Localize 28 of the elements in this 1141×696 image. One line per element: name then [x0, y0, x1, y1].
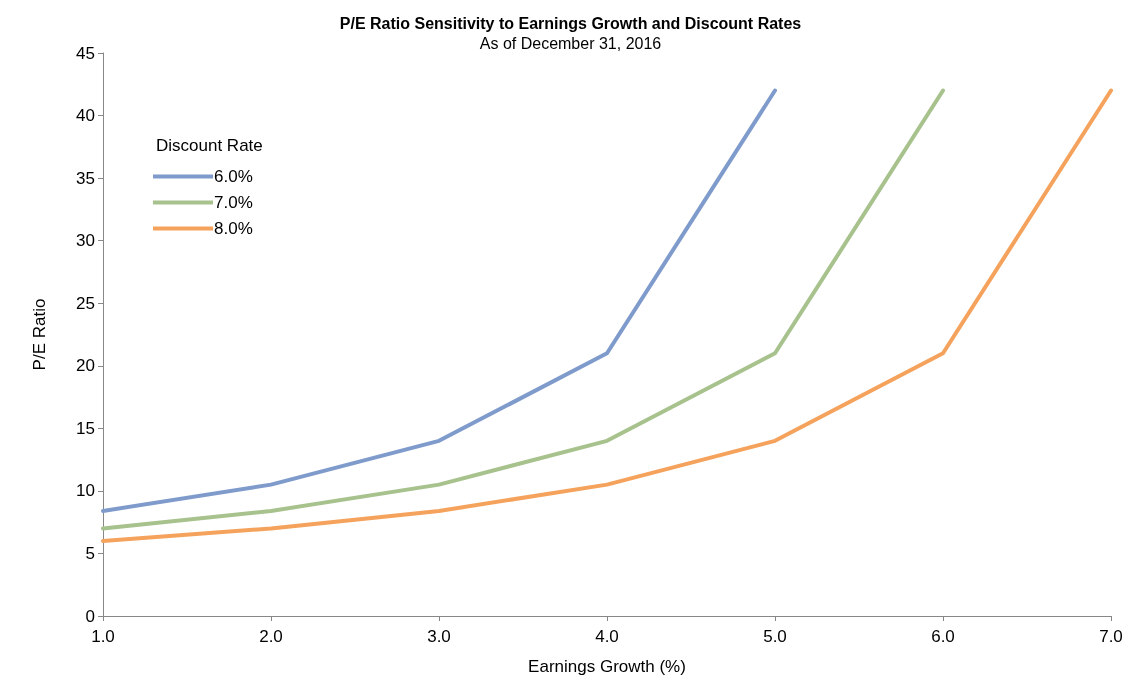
y-tick-label: 40: [76, 106, 95, 126]
y-tick-label: 10: [76, 481, 95, 501]
x-tick-label: 6.0: [931, 627, 955, 646]
y-tick-label: 5: [85, 543, 95, 563]
y-tick-label: 35: [76, 168, 95, 188]
legend-title: Discount Rate: [156, 136, 263, 155]
x-tick-label: 4.0: [595, 627, 619, 646]
chart-title: P/E Ratio Sensitivity to Earnings Growth and Discount Rates: [339, 14, 802, 32]
y-tick-label: 45: [76, 43, 95, 63]
x-tick-label: 3.0: [427, 627, 451, 646]
y-tick-label: 25: [76, 293, 95, 313]
x-tick-label: 7.0: [1099, 627, 1123, 646]
legend-label: 6.0%: [214, 167, 253, 186]
line-series: [101, 88, 777, 513]
line-series: [101, 88, 1113, 543]
y-tick-label: 30: [76, 231, 95, 251]
x-tick-label: 1.0: [91, 627, 115, 646]
legend-label: 7.0%: [214, 193, 253, 212]
chart-subtitle: As of December 31, 2016: [479, 34, 662, 52]
y-tick-label: 0: [85, 606, 95, 626]
y-tick-label: 15: [76, 418, 95, 438]
x-tick-label: 5.0: [763, 627, 787, 646]
y-axis-title: P/E Ratio: [30, 298, 49, 371]
x-tick-label: 2.0: [259, 627, 283, 646]
y-tick-label: 20: [76, 356, 95, 376]
legend-label: 8.0%: [214, 219, 253, 238]
x-axis-title: Earnings Growth (%): [528, 657, 686, 676]
line-series: [101, 88, 945, 531]
